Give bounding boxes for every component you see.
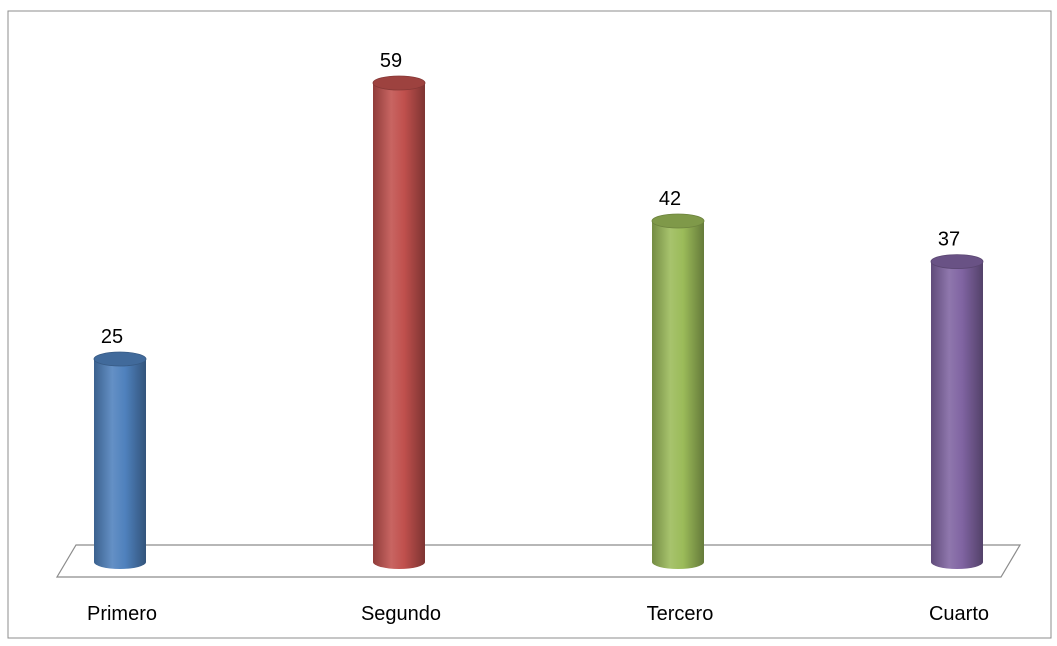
bar-body (652, 221, 704, 569)
bar-cuarto (930, 254, 984, 569)
category-label: Segundo (361, 603, 441, 625)
category-label: Tercero (647, 603, 714, 625)
bar-body (94, 359, 146, 569)
bar-top (930, 254, 984, 270)
data-label: 59 (380, 50, 402, 72)
bar-top (93, 351, 147, 367)
category-label: Cuarto (929, 603, 989, 625)
bars-group (93, 75, 984, 569)
bar-body (373, 83, 425, 569)
bar-top (372, 75, 426, 91)
bar-segundo (372, 75, 426, 569)
bar-tercero (651, 213, 705, 569)
data-label: 42 (659, 188, 681, 210)
bar-body (931, 261, 983, 569)
bar-primero (93, 351, 147, 569)
data-label: 37 (938, 229, 960, 251)
category-label: Primero (87, 603, 157, 625)
chart-border (7, 10, 1052, 639)
category-labels-group: Primero Segundo Tercero Cuarto (87, 603, 989, 625)
bar-top (651, 213, 705, 229)
floor-plane (55, 544, 1022, 578)
data-labels-group: 25 59 42 37 (101, 50, 960, 348)
data-label: 25 (101, 326, 123, 348)
